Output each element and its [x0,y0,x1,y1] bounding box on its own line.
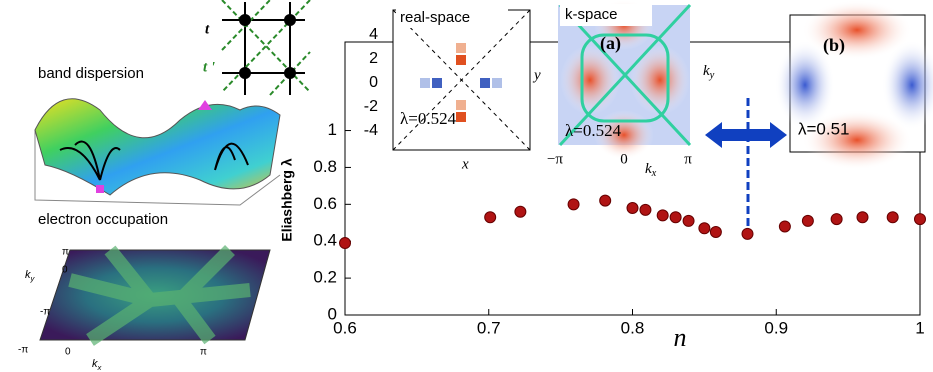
real-space-lambda: λ=0.524 [400,109,457,128]
data-point [778,220,791,233]
band-surface [34,98,281,206]
k-space-tick: π [684,151,692,167]
real-space-tick: 4 [369,26,378,43]
data-point [698,222,711,235]
real-space-y: y [532,67,541,83]
main-chart: 0 0.2 0.4 0.6 0.8 1 0.6 0.7 0.8 0.9 1 Eliashberg λ n [279,41,926,352]
y-tick-label: 0 [328,304,337,323]
x-tick-label: 0.9 [764,318,788,337]
data-point [639,203,652,216]
occupation-tick: -π [18,345,28,356]
data-point [626,202,639,215]
k-space-panel [558,0,692,160]
electron-occupation-label: electron occupation [38,211,168,228]
data-point [514,205,527,218]
y-tick-label: 0.4 [313,231,337,250]
data-point [709,225,722,238]
panel-b-label: (b) [823,35,845,56]
occupation-kx: kx [92,358,103,372]
y-axis-label: Eliashberg λ [279,158,295,241]
panel-b [775,0,933,170]
real-space-title: real-space [400,9,470,26]
k-space-ky: ky [703,63,715,81]
x-tick-label: 1 [915,318,924,337]
k-space-kx-sub: x [651,168,657,179]
occupation-kx-main: k [92,358,98,370]
k-space-ky-sub: y [709,70,715,81]
occupation-ky: ky [25,269,36,283]
data-point [669,211,682,224]
k-space-kx: kx [645,161,657,179]
x-tick-label: 0.6 [333,318,357,337]
x-tick-label: 0.7 [477,318,501,337]
y-tick-label: 0.2 [313,268,337,287]
occupation-tick: 0 [62,265,68,276]
real-space-tick: -4 [364,122,378,139]
t-label: t [205,21,210,37]
x-axis-label: n [674,323,687,352]
data-point [484,211,497,224]
panel-b-lambda: λ=0.51 [798,119,850,138]
real-space-tick: 2 [369,50,378,67]
occupation-ky-sub: y [30,274,36,283]
y-tick-label: 0.6 [313,194,337,213]
band-dispersion-label: band dispersion [38,65,144,82]
k-space-kx-main: k [645,161,652,177]
data-point [339,237,351,250]
occupation-ky-main: k [25,269,31,281]
data-point [886,211,899,224]
data-point [682,214,695,227]
k-space-title: k-space [565,6,618,23]
data-point [656,209,669,222]
k-space-lambda: λ=0.524 [565,121,622,140]
data-point [856,211,869,224]
real-space-panel [392,8,531,151]
k-space-tick: 0 [620,151,628,167]
t-prime-label: t ' [203,59,215,75]
panel-a-label: (a) [600,33,621,54]
data-point [830,213,843,226]
real-space-x: x [461,156,469,172]
data-point [599,194,612,207]
lattice [221,0,311,96]
data-point [567,198,580,211]
data-point [741,227,754,240]
occupation-map [39,245,271,346]
occupation-tick: -π [40,307,50,318]
real-space-tick: -2 [364,98,378,115]
y-tick-label: 0.8 [313,157,337,176]
data-point [914,213,926,226]
y-tick-label: 1 [328,120,337,139]
real-space-tick: 0 [369,74,378,91]
data-point [801,214,814,227]
k-space-ky-main: k [703,63,710,79]
occupation-kx-sub: x [97,363,103,372]
k-space-tick: −π [547,151,563,167]
arrow [705,98,787,228]
occupation-tick: 0 [65,347,71,358]
occupation-tick: π [62,247,69,258]
x-tick-label: 0.8 [621,318,645,337]
occupation-tick: π [200,347,207,358]
